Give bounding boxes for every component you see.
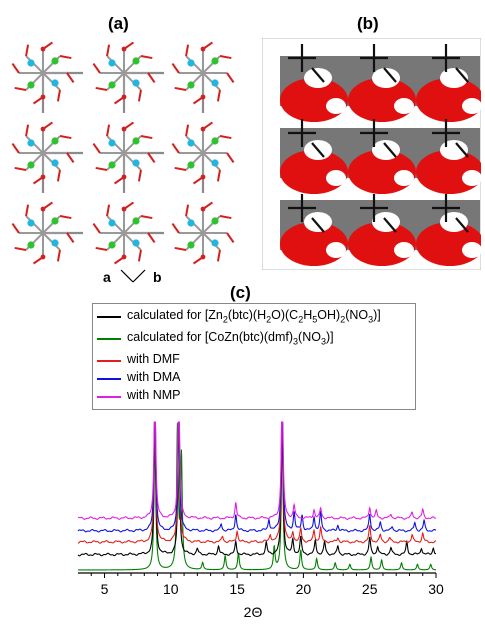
x-tick-label: 25 (362, 581, 378, 597)
legend-entry: calculated for [CoZn(btc)(dmf)3(NO3)] (93, 330, 415, 347)
axis-label-b: b (153, 269, 162, 285)
axis-label-a: a (103, 269, 111, 285)
space-filling-view (280, 44, 481, 266)
legend-entry: calculated for [Zn2(btc)(H2O)(C2H5OH)2(N… (93, 308, 415, 325)
legend-entry: with DMA (93, 370, 415, 387)
x-axis-title: 2Θ (244, 604, 263, 620)
legend-label: with DMA (127, 370, 180, 384)
legend-label: calculated for [CoZn(btc)(dmf)3(NO3)] (127, 330, 334, 347)
axis-indicator: a b (103, 269, 162, 285)
panel-label-a: (a) (108, 14, 129, 34)
x-tick-label: 5 (101, 581, 109, 597)
chart-legend: calculated for [Zn2(btc)(H2O)(C2H5OH)2(N… (92, 303, 416, 410)
x-axis: 5 10 15 20 25 30 (78, 573, 444, 597)
pore-structure-image (262, 38, 481, 270)
legend-entry: with DMF (93, 352, 415, 369)
legend-label: with NMP (127, 388, 180, 402)
panel-label-b: (b) (357, 14, 379, 34)
xrd-series-line (78, 422, 436, 543)
xrd-series-line (78, 422, 436, 519)
xrd-series-line (78, 422, 436, 532)
xrd-series (78, 422, 436, 570)
framework-structure-image: a b (3, 38, 245, 288)
legend-label: with DMF (127, 352, 180, 366)
x-tick-label: 15 (229, 581, 245, 597)
x-tick-label: 10 (163, 581, 179, 597)
xrd-pattern-chart: 5 10 15 20 25 30 2Θ (0, 410, 485, 624)
legend-label: calculated for [Zn2(btc)(H2O)(C2H5OH)2(N… (127, 308, 381, 325)
x-tick-label: 30 (428, 581, 444, 597)
xrd-series-line (78, 422, 436, 556)
legend-entry: with NMP (93, 388, 415, 405)
x-tick-label: 20 (296, 581, 312, 597)
framework-lattice (12, 42, 233, 263)
xrd-series-line (78, 423, 436, 570)
